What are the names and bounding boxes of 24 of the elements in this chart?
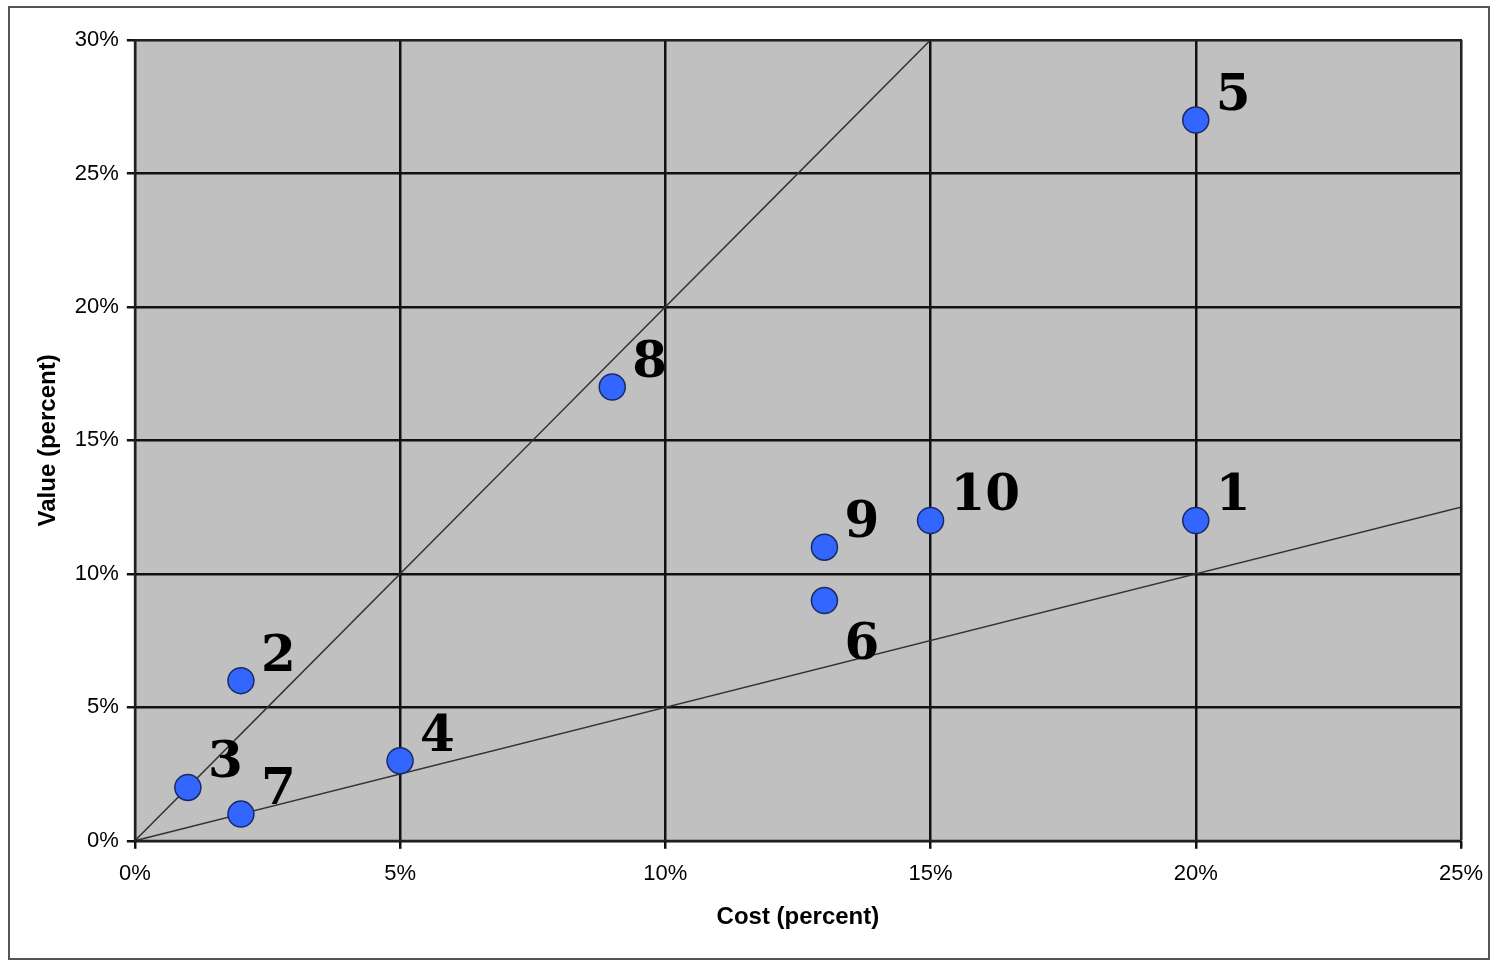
annotation: 1 — [1215, 463, 1251, 523]
annotation: 2 — [260, 623, 296, 683]
y-axis-title: Value (percent) — [33, 354, 61, 527]
y-tick-label: 15% — [74, 426, 119, 452]
y-tick-label: 0% — [87, 826, 119, 852]
x-axis-title: Cost (percent) — [716, 902, 880, 930]
x-tick-label: 20% — [1173, 860, 1218, 886]
x-tick-label: 5% — [384, 860, 416, 886]
y-tick-label: 10% — [74, 559, 119, 585]
annotation: 3 — [207, 730, 243, 790]
annotation: 7 — [260, 757, 296, 817]
x-tick-label: 25% — [1438, 860, 1484, 886]
y-tick-label: 20% — [74, 293, 119, 318]
x-tick-label: 0% — [118, 860, 151, 886]
annotation: 10 — [950, 463, 1021, 523]
x-tick-label: 10% — [643, 860, 688, 886]
y-tick-label: 25% — [74, 159, 119, 185]
annotation: 6 — [844, 611, 880, 671]
annotation: 9 — [844, 490, 880, 550]
annotation: 4 — [420, 703, 455, 763]
x-tick-label: 15% — [908, 860, 953, 886]
y-tick-label: 30% — [74, 26, 119, 52]
annotation: 5 — [1215, 63, 1251, 123]
y-tick-label: 5% — [87, 693, 119, 719]
